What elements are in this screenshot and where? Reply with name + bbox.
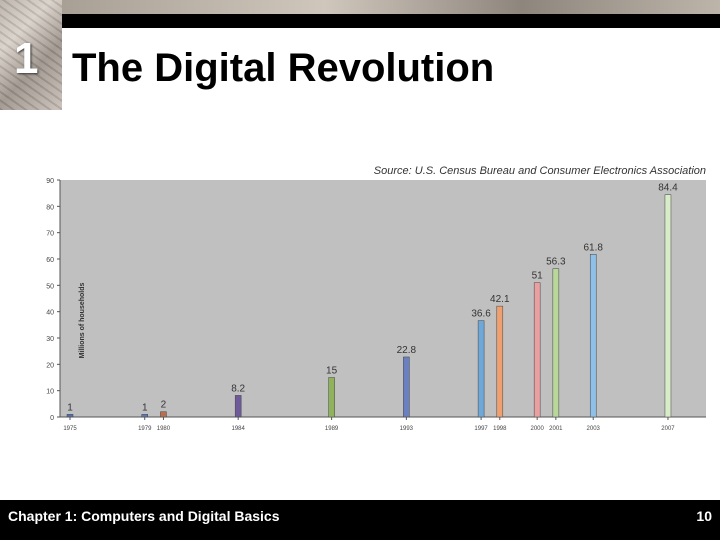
data-label-1984: 8.2 [231, 383, 245, 394]
y-tick-label: 20 [46, 362, 54, 369]
chart-svg: Source: U.S. Census Bureau and Consumer … [46, 165, 706, 432]
bar-1979 [141, 414, 148, 418]
data-label-2001: 56.3 [546, 257, 566, 268]
plot-area [60, 180, 706, 417]
y-tick-label: 10 [46, 389, 54, 396]
x-tick-label: 1984 [231, 426, 245, 432]
bar-1984 [234, 395, 242, 418]
footer-text: Chapter 1: Computers and Digital Basics [8, 508, 280, 524]
slide-title: The Digital Revolution [72, 46, 495, 90]
y-tick-label: 50 [46, 283, 54, 290]
chapter-number: 1 [14, 34, 39, 83]
y-tick-label: 0 [50, 415, 54, 422]
bar-1980 [160, 411, 167, 418]
bar-2003 [589, 254, 597, 418]
chart-title: Source: U.S. Census Bureau and Consumer … [374, 165, 706, 177]
y-tick-label: 80 [46, 204, 54, 211]
data-label-1980: 2 [161, 400, 167, 411]
data-label-1975: 1 [67, 402, 73, 413]
x-tick-label: 1980 [157, 426, 171, 432]
x-tick-label: 1997 [474, 426, 488, 432]
data-label-2000: 51 [532, 271, 544, 282]
x-tick-label: 2003 [587, 426, 601, 432]
data-label-1989: 15 [326, 366, 338, 377]
page-number: 10 [696, 508, 712, 524]
y-tick-label: 90 [46, 178, 54, 185]
data-label-1997: 36.6 [471, 309, 491, 320]
x-tick-label: 1979 [138, 426, 152, 432]
bar-2001 [552, 268, 560, 418]
data-label-1979: 1 [142, 402, 148, 413]
bar-1998 [496, 305, 504, 418]
bar-1997 [477, 320, 485, 418]
x-tick-label: 1975 [63, 426, 77, 432]
x-tick-label: 2000 [530, 426, 544, 432]
bar-1989 [328, 377, 335, 418]
bar-chart: Source: U.S. Census Bureau and Consumer … [40, 160, 716, 440]
y-tick-label: 70 [46, 231, 54, 238]
bar-2000 [533, 282, 541, 418]
data-label-2003: 61.8 [583, 242, 603, 253]
y-axis-label: Millions of households [79, 282, 86, 358]
footer-bar: Chapter 1: Computers and Digital Basics … [0, 500, 720, 540]
x-tick-label: 1989 [325, 426, 339, 432]
y-tick-label: 60 [46, 257, 54, 264]
bar-1993 [403, 356, 410, 418]
x-tick-label: 1998 [493, 426, 507, 432]
y-tick-label: 30 [46, 336, 54, 343]
data-label-2007: 84.4 [658, 183, 678, 194]
x-tick-label: 2007 [661, 426, 675, 432]
corner-decoration [0, 0, 62, 110]
data-label-1993: 22.8 [397, 345, 417, 356]
header-texture [62, 0, 720, 14]
x-tick-label: 1993 [400, 426, 414, 432]
x-tick-label: 2001 [549, 426, 563, 432]
bar-2007 [664, 194, 672, 418]
bar-1975 [66, 414, 74, 418]
y-tick-label: 40 [46, 310, 54, 317]
data-label-1998: 42.1 [490, 294, 510, 305]
